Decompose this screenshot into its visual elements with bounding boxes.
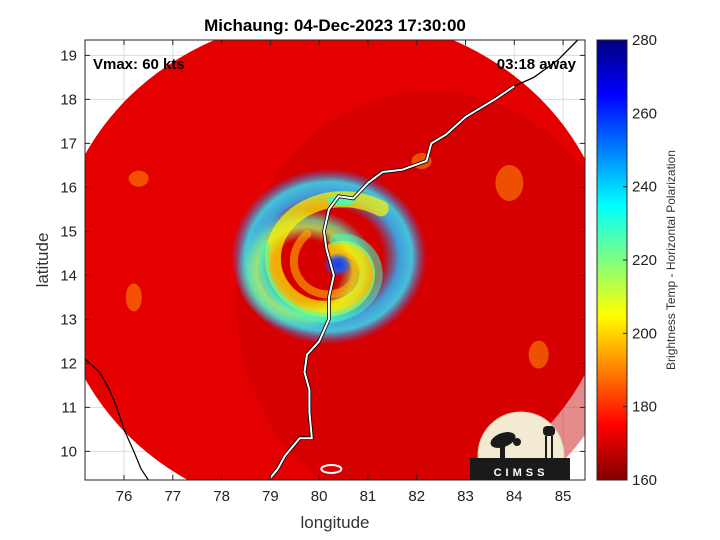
y-tick-label: 11: [61, 399, 77, 416]
y-tick-label: 16: [60, 179, 77, 196]
y-tick-label: 18: [60, 91, 77, 108]
y-tick-label: 12: [60, 355, 77, 372]
cloud-patch: [528, 340, 549, 369]
cloud-patch: [495, 165, 524, 201]
x-tick-label: 78: [213, 488, 230, 505]
colorbar: [596, 39, 628, 481]
colorbar-ticks: 160 180 200 220 240 260 280: [623, 32, 657, 489]
cloud-patch: [128, 170, 149, 187]
spiral-arm-yellow: [258, 233, 383, 323]
colorbar-tick-label: 260: [632, 105, 657, 122]
colorbar-tick-label: 180: [632, 399, 657, 416]
y-axis-label: latitude: [33, 233, 52, 288]
y-tick-label: 15: [60, 223, 77, 240]
time-away-annotation: 03:18 away: [497, 56, 577, 73]
x-tick-label: 77: [164, 488, 181, 505]
x-axis-label: longitude: [300, 513, 369, 532]
y-tick-label: 19: [60, 47, 77, 64]
x-tick-label: 82: [408, 488, 425, 505]
x-tick-label: 76: [116, 488, 133, 505]
coastline: [85, 40, 579, 480]
x-tick-label: 85: [555, 488, 572, 505]
coastline-island: [320, 464, 343, 474]
colorbar-tick-label: 220: [632, 252, 657, 269]
coastline-east-white: [269, 85, 515, 479]
colorbar-tick-label: 160: [632, 472, 657, 489]
x-tick-label: 84: [506, 488, 523, 505]
colorbar-tick-label: 240: [632, 179, 657, 196]
x-tick-label: 83: [457, 488, 474, 505]
spiral-arm-cyan: [264, 191, 389, 317]
y-tick-label: 10: [60, 443, 77, 460]
cloud-patch: [125, 283, 142, 312]
chart-title: Michaung: 04-Dec-2023 17:30:00: [204, 16, 466, 35]
cimss-logo-text: CIMSS: [494, 467, 549, 479]
y-tick-label: 17: [60, 135, 77, 152]
colorbar-label: Brightness Temp - Horizontal Polarizatio…: [664, 150, 678, 370]
y-axis-ticks: 10 11 12 13 14 15 16 17 18 19: [60, 47, 585, 460]
x-axis-ticks: 76 77 78 79 80 81 82 83 84 85: [116, 40, 572, 505]
x-tick-label: 81: [360, 488, 377, 505]
y-tick-label: 14: [60, 267, 77, 284]
x-tick-label: 80: [311, 488, 328, 505]
colorbar-tick-label: 200: [632, 325, 657, 342]
x-tick-label: 79: [262, 488, 279, 505]
colorbar-tick-label: 280: [632, 32, 657, 49]
plot-frame: [84, 39, 586, 481]
y-tick-label: 13: [60, 311, 77, 328]
brightness-temp-swath: [85, 40, 585, 480]
cimss-logo-icon: CIMSS: [470, 411, 570, 480]
vmax-annotation: Vmax: 60 kts: [93, 56, 185, 73]
coastline-west: [85, 358, 149, 480]
